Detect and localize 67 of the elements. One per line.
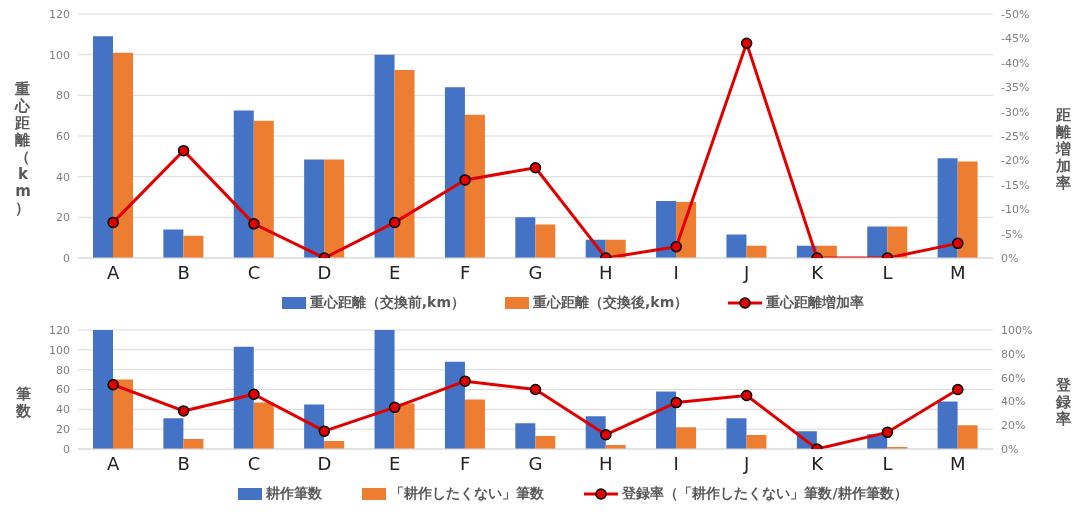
x-tick-label: D — [317, 261, 332, 283]
x-tick-label: K — [811, 452, 825, 474]
x-tick-label: F — [459, 452, 471, 474]
y-tick-label: 0 — [63, 442, 70, 456]
x-tick-label: D — [317, 452, 332, 474]
y2-tick-label: -5% — [1001, 227, 1023, 241]
x-tick-label: B — [177, 261, 190, 283]
y-tick-label: 80 — [56, 89, 70, 103]
y2-tick-label: -35% — [1001, 81, 1030, 95]
x-tick-label: L — [882, 261, 893, 283]
y-tick-label: 80 — [56, 363, 70, 377]
x-tick-label: J — [743, 452, 750, 474]
y-tick-label: 40 — [56, 403, 70, 417]
x-tick-label: A — [107, 452, 121, 474]
x-tick-label: C — [247, 452, 261, 474]
x-tick-label: J — [743, 261, 750, 283]
x-tick-label: C — [247, 261, 261, 283]
x-tick-label: E — [389, 261, 401, 283]
legend-label: 重心距離増加率 — [766, 294, 865, 312]
y2-tick-label: -50% — [1001, 7, 1030, 21]
y2-tick-label: 100% — [1001, 323, 1033, 337]
y2-tick-label: -25% — [1001, 129, 1030, 143]
y-tick-label: 60 — [56, 129, 70, 143]
y2-tick-label: -20% — [1001, 154, 1030, 168]
y2-tick-label: -45% — [1001, 32, 1030, 46]
y2-axis-title: 登録率 — [1055, 376, 1071, 428]
y-axis-title: 筆数 — [15, 384, 31, 420]
x-tick-label: H — [599, 261, 613, 283]
y-tick-label: 20 — [56, 423, 70, 437]
x-tick-label: I — [673, 452, 679, 474]
y2-tick-label: -15% — [1001, 178, 1030, 192]
x-tick-label: H — [599, 452, 613, 474]
x-tick-label: I — [673, 261, 679, 283]
x-tick-label: L — [882, 452, 893, 474]
x-tick-label: G — [528, 261, 543, 283]
y2-axis-title: 距離増加率 — [1055, 105, 1071, 192]
y2-tick-label: 0% — [1001, 442, 1019, 456]
y2-tick-label: 40% — [1001, 395, 1026, 409]
x-tick-label: M — [950, 261, 966, 283]
y2-tick-label: 20% — [1001, 419, 1026, 433]
y-tick-label: 120 — [49, 323, 70, 337]
x-tick-label: K — [811, 261, 825, 283]
y-tick-label: 100 — [49, 48, 70, 62]
y2-tick-label: -30% — [1001, 105, 1030, 119]
y-tick-label: 100 — [49, 343, 70, 357]
y2-tick-label: 80% — [1001, 347, 1026, 361]
legend-label: 重心距離（交換前,km） — [309, 294, 465, 312]
y-tick-label: 120 — [49, 7, 70, 21]
x-tick-label: A — [107, 261, 121, 283]
y-tick-label: 60 — [56, 383, 70, 397]
legend-label: 耕作筆数 — [266, 485, 323, 503]
y-tick-label: 0 — [63, 251, 70, 265]
x-tick-label: B — [177, 452, 190, 474]
y-axis-title: 重心距離（km） — [15, 80, 31, 217]
legend-label: 登録率（「耕作したくない」筆数/耕作筆数） — [622, 485, 908, 503]
x-tick-label: F — [459, 261, 471, 283]
x-tick-label: G — [528, 452, 543, 474]
legend-label: 「耕作したくない」筆数 — [390, 485, 545, 503]
y2-tick-label: 60% — [1001, 371, 1026, 385]
y2-tick-label: -40% — [1001, 56, 1030, 70]
y-tick-label: 20 — [56, 211, 70, 225]
x-tick-label: M — [950, 452, 966, 474]
y2-tick-label: -10% — [1001, 203, 1030, 217]
y2-tick-label: 0% — [1001, 251, 1019, 265]
x-tick-label: E — [389, 452, 401, 474]
legend-label: 重心距離（交換後,km） — [533, 294, 689, 312]
y-tick-label: 40 — [56, 170, 70, 184]
